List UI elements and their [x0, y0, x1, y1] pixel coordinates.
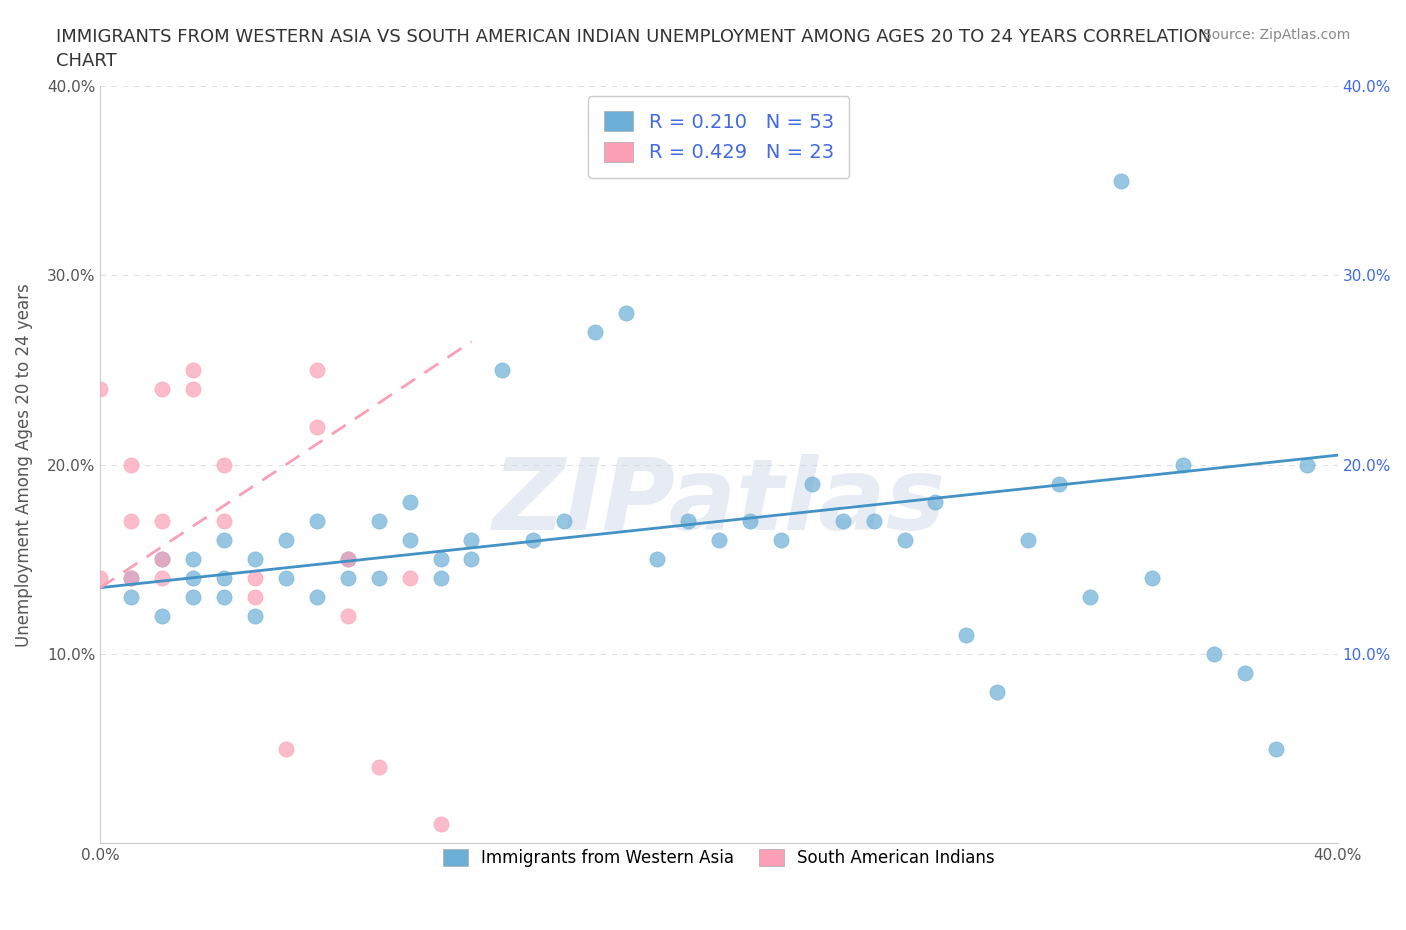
Point [491, 363, 513, 378]
Point [243, 551, 266, 566]
Point [955, 628, 977, 643]
Point [862, 514, 884, 529]
Point [212, 590, 235, 604]
Point [924, 495, 946, 510]
Point [274, 533, 297, 548]
Point [212, 458, 235, 472]
Point [398, 495, 420, 510]
Point [120, 458, 142, 472]
Point [800, 476, 823, 491]
Point [120, 571, 142, 586]
Point [769, 533, 792, 548]
Point [398, 533, 420, 548]
Text: IMMIGRANTS FROM WESTERN ASIA VS SOUTH AMERICAN INDIAN UNEMPLOYMENT AMONG AGES 20: IMMIGRANTS FROM WESTERN ASIA VS SOUTH AM… [56, 28, 1212, 70]
Point [522, 533, 544, 548]
Point [181, 590, 204, 604]
Point [367, 571, 389, 586]
Point [274, 741, 297, 756]
Point [336, 608, 359, 623]
Point [243, 608, 266, 623]
Point [1233, 665, 1256, 680]
Point [398, 571, 420, 586]
Point [336, 571, 359, 586]
Point [676, 514, 699, 529]
Point [120, 571, 142, 586]
Point [367, 760, 389, 775]
Point [645, 551, 668, 566]
Point [1264, 741, 1286, 756]
Y-axis label: Unemployment Among Ages 20 to 24 years: Unemployment Among Ages 20 to 24 years [15, 283, 32, 646]
Point [243, 590, 266, 604]
Point [336, 551, 359, 566]
Point [305, 419, 328, 434]
Point [738, 514, 761, 529]
Point [212, 533, 235, 548]
Point [460, 533, 482, 548]
Point [1202, 646, 1225, 661]
Point [181, 571, 204, 586]
Text: Source: ZipAtlas.com: Source: ZipAtlas.com [1202, 28, 1350, 42]
Point [274, 571, 297, 586]
Point [1078, 590, 1101, 604]
Point [181, 551, 204, 566]
Point [150, 551, 173, 566]
Point [986, 684, 1008, 699]
Point [305, 363, 328, 378]
Point [1295, 458, 1317, 472]
Point [89, 381, 111, 396]
Point [212, 514, 235, 529]
Point [120, 590, 142, 604]
Point [89, 571, 111, 586]
Text: ZIPatlas: ZIPatlas [492, 454, 945, 551]
Point [150, 571, 173, 586]
Point [429, 551, 451, 566]
Point [181, 381, 204, 396]
Point [305, 590, 328, 604]
Point [120, 514, 142, 529]
Point [305, 514, 328, 529]
Point [583, 325, 606, 339]
Point [150, 514, 173, 529]
Point [429, 571, 451, 586]
Point [1140, 571, 1163, 586]
Point [243, 571, 266, 586]
Point [336, 551, 359, 566]
Point [707, 533, 730, 548]
Point [553, 514, 575, 529]
Legend: Immigrants from Western Asia, South American Indians: Immigrants from Western Asia, South Amer… [429, 835, 1008, 881]
Point [429, 817, 451, 831]
Point [1017, 533, 1039, 548]
Point [150, 608, 173, 623]
Point [614, 306, 637, 321]
Point [1109, 173, 1132, 188]
Point [893, 533, 915, 548]
Point [831, 514, 853, 529]
Point [460, 551, 482, 566]
Point [150, 551, 173, 566]
Point [150, 381, 173, 396]
Point [1171, 458, 1194, 472]
Point [212, 571, 235, 586]
Point [1047, 476, 1070, 491]
Point [367, 514, 389, 529]
Point [181, 363, 204, 378]
